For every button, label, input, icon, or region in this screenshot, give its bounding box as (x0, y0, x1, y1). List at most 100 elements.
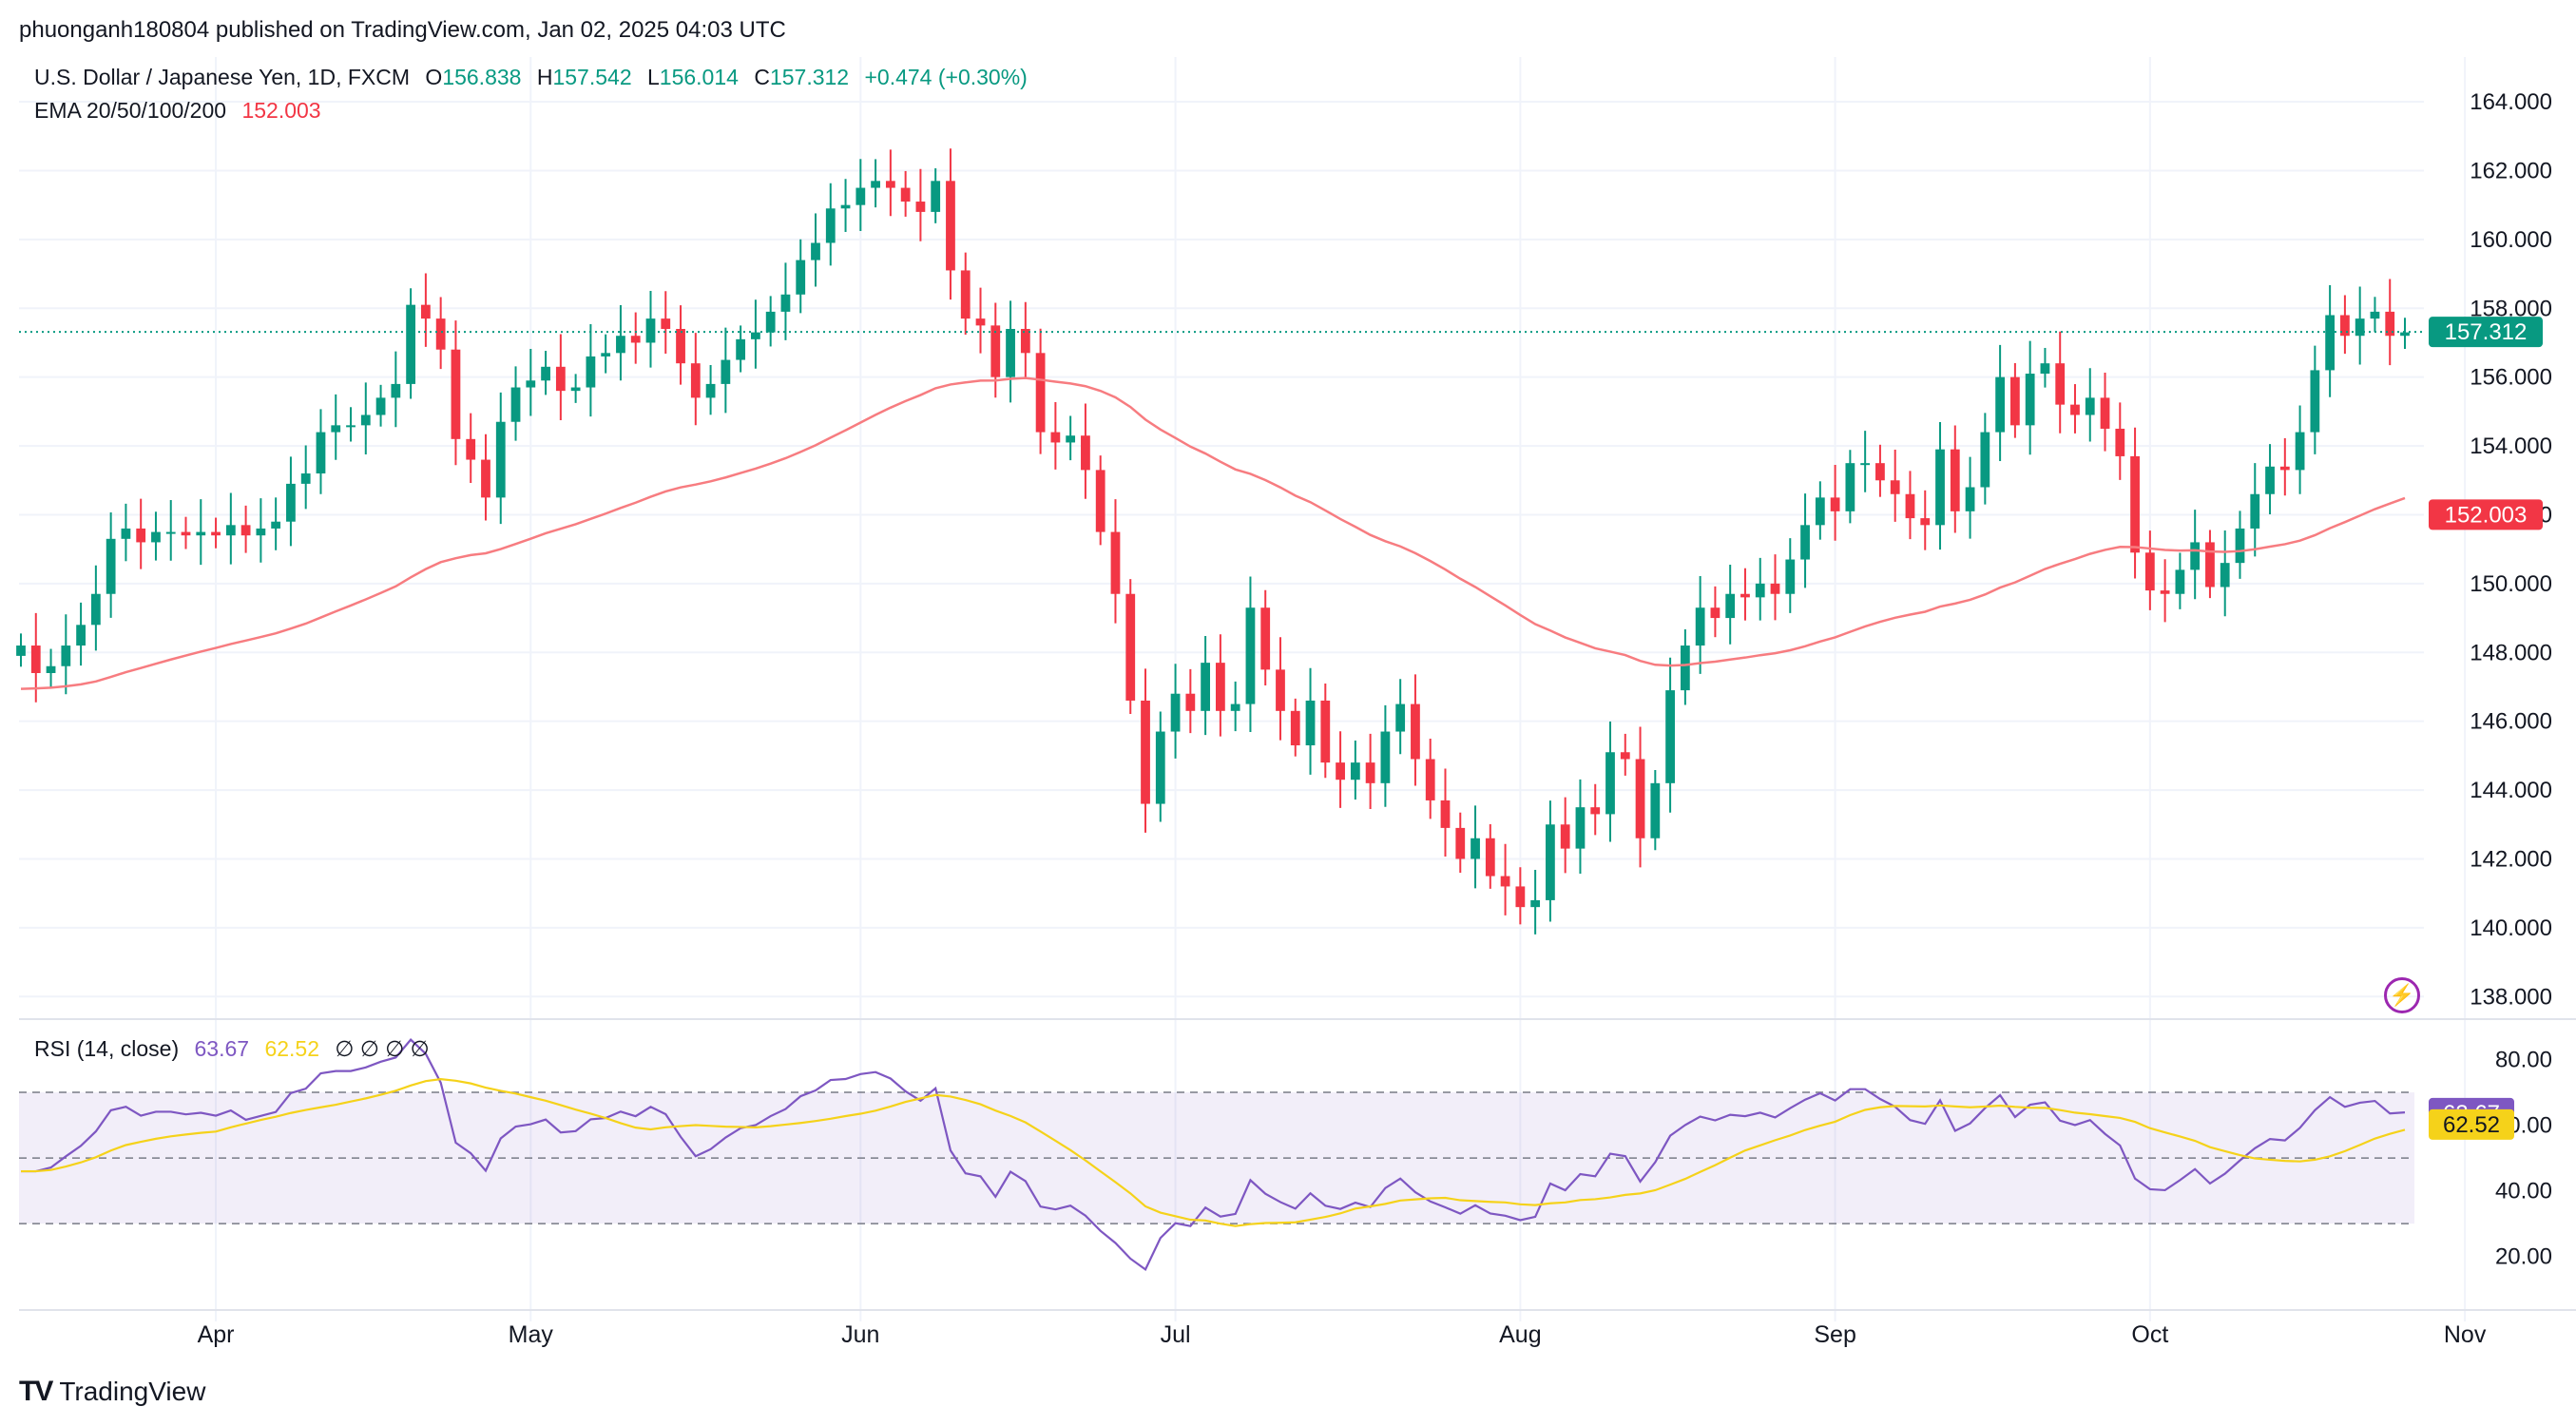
lightning-icon[interactable]: ⚡ (2384, 977, 2420, 1013)
candle-body (1471, 838, 1480, 859)
candle-body (555, 366, 566, 392)
candle-body (1095, 470, 1105, 532)
ema-price-label: 152.003 (2445, 502, 2528, 528)
price-tick-label: 156.000 (2470, 365, 2552, 391)
candle-body (2279, 466, 2290, 471)
candle-body (1740, 593, 1750, 598)
time-tick-label: Sep (1814, 1321, 1855, 1348)
candle-body (586, 356, 596, 388)
candle-body (1860, 463, 1871, 466)
low-value: 156.014 (659, 65, 739, 89)
candle-body (1785, 559, 1796, 594)
candle-body (2009, 376, 2020, 426)
candle-body (435, 318, 446, 350)
candle-body (1245, 607, 1256, 704)
candle-body (1006, 328, 1015, 377)
candle-body (1170, 693, 1181, 732)
candle-body (1125, 593, 1136, 701)
publisher-line: phuonganh180804 published on TradingView… (19, 17, 786, 43)
candle-body (1290, 710, 1300, 746)
candle-body (630, 336, 641, 343)
candle-body (90, 593, 101, 626)
candle-body (2160, 590, 2170, 594)
ema-label[interactable]: EMA 20/50/100/200 (34, 98, 227, 123)
candle-body (1485, 838, 1495, 877)
candle-body (106, 538, 116, 594)
candle-body (2025, 374, 2035, 426)
candle-body (1665, 690, 1675, 783)
candle-body (1455, 827, 1466, 859)
candle-body (1276, 669, 1285, 711)
change-value: +0.474 (+0.30%) (864, 65, 1028, 89)
candle-body (1620, 752, 1630, 760)
candle-body (211, 531, 221, 536)
candle-body (705, 383, 716, 398)
candle-body (990, 325, 1001, 377)
price-tick-label: 150.000 (2470, 571, 2552, 597)
candle-body (871, 181, 880, 188)
high-value: 157.542 (552, 65, 632, 89)
price-tick-label: 138.000 (2470, 984, 2552, 1010)
candle-body (76, 625, 86, 646)
time-tick-label: Oct (2131, 1321, 2168, 1348)
candle-body (271, 521, 281, 529)
candle-body (1020, 328, 1030, 354)
rsi-legend: RSI (14, close) 63.67 62.52 ∅ ∅ ∅ ∅ (34, 1036, 439, 1062)
time-tick-label: Apr (198, 1321, 235, 1348)
candle-body (1546, 824, 1555, 900)
candle-body (1980, 432, 1990, 488)
candle-body (2265, 466, 2275, 494)
price-tick-label: 160.000 (2470, 227, 2552, 253)
ema-legend: EMA 20/50/100/200 152.003 (34, 98, 331, 124)
candle-body (2040, 363, 2050, 375)
candle-body (61, 646, 71, 666)
price-tick-label: 164.000 (2470, 89, 2552, 115)
candle-body (2325, 315, 2336, 371)
candle-body (1380, 731, 1391, 783)
candle-body (1920, 518, 1931, 526)
candle-body (16, 646, 26, 656)
candle-body (1215, 663, 1225, 711)
candle-body (2190, 542, 2201, 570)
candle-body (1680, 646, 1690, 691)
candle-body (495, 421, 506, 498)
candle-body (2085, 397, 2095, 415)
time-tick-label: Aug (1499, 1321, 1541, 1348)
rsi-label[interactable]: RSI (14, close) (34, 1036, 180, 1061)
candle-body (885, 181, 895, 188)
candle-body (2355, 318, 2365, 337)
candle-body (1395, 703, 1406, 732)
symbol-label[interactable]: U.S. Dollar / Japanese Yen, 1D, FXCM (34, 65, 411, 89)
candle-body (1515, 886, 1526, 908)
candle-body (1830, 497, 1840, 511)
candle-body (1710, 607, 1721, 619)
candle-body (406, 304, 416, 384)
candle-body (316, 432, 326, 474)
candle-body (151, 531, 161, 543)
candle-body (2115, 428, 2125, 456)
rsi-tick-label: 40.00 (2495, 1179, 2552, 1204)
candle-body (1260, 607, 1271, 670)
candle-body (2205, 542, 2215, 588)
candle-body (1875, 463, 1885, 481)
candle-body (1590, 807, 1601, 815)
candle-body (466, 438, 476, 460)
candle-body (451, 349, 461, 439)
candle-body (1050, 432, 1061, 443)
rsi-ma-value: 62.52 (264, 1036, 320, 1061)
time-tick-label: Nov (2444, 1321, 2487, 1348)
candle-body (1185, 693, 1196, 711)
candle-body (1905, 493, 1915, 519)
candle-body (690, 363, 701, 398)
price-tick-label: 146.000 (2470, 709, 2552, 735)
candle-body (2130, 455, 2140, 553)
candle-body (796, 260, 806, 295)
candle-body (46, 665, 56, 673)
candle-body (780, 294, 791, 312)
candle-body (2385, 311, 2395, 337)
candle-body (1650, 782, 1661, 838)
price-tick-label: 144.000 (2470, 778, 2552, 803)
candle-body (1500, 876, 1510, 887)
candle-body (765, 311, 776, 333)
